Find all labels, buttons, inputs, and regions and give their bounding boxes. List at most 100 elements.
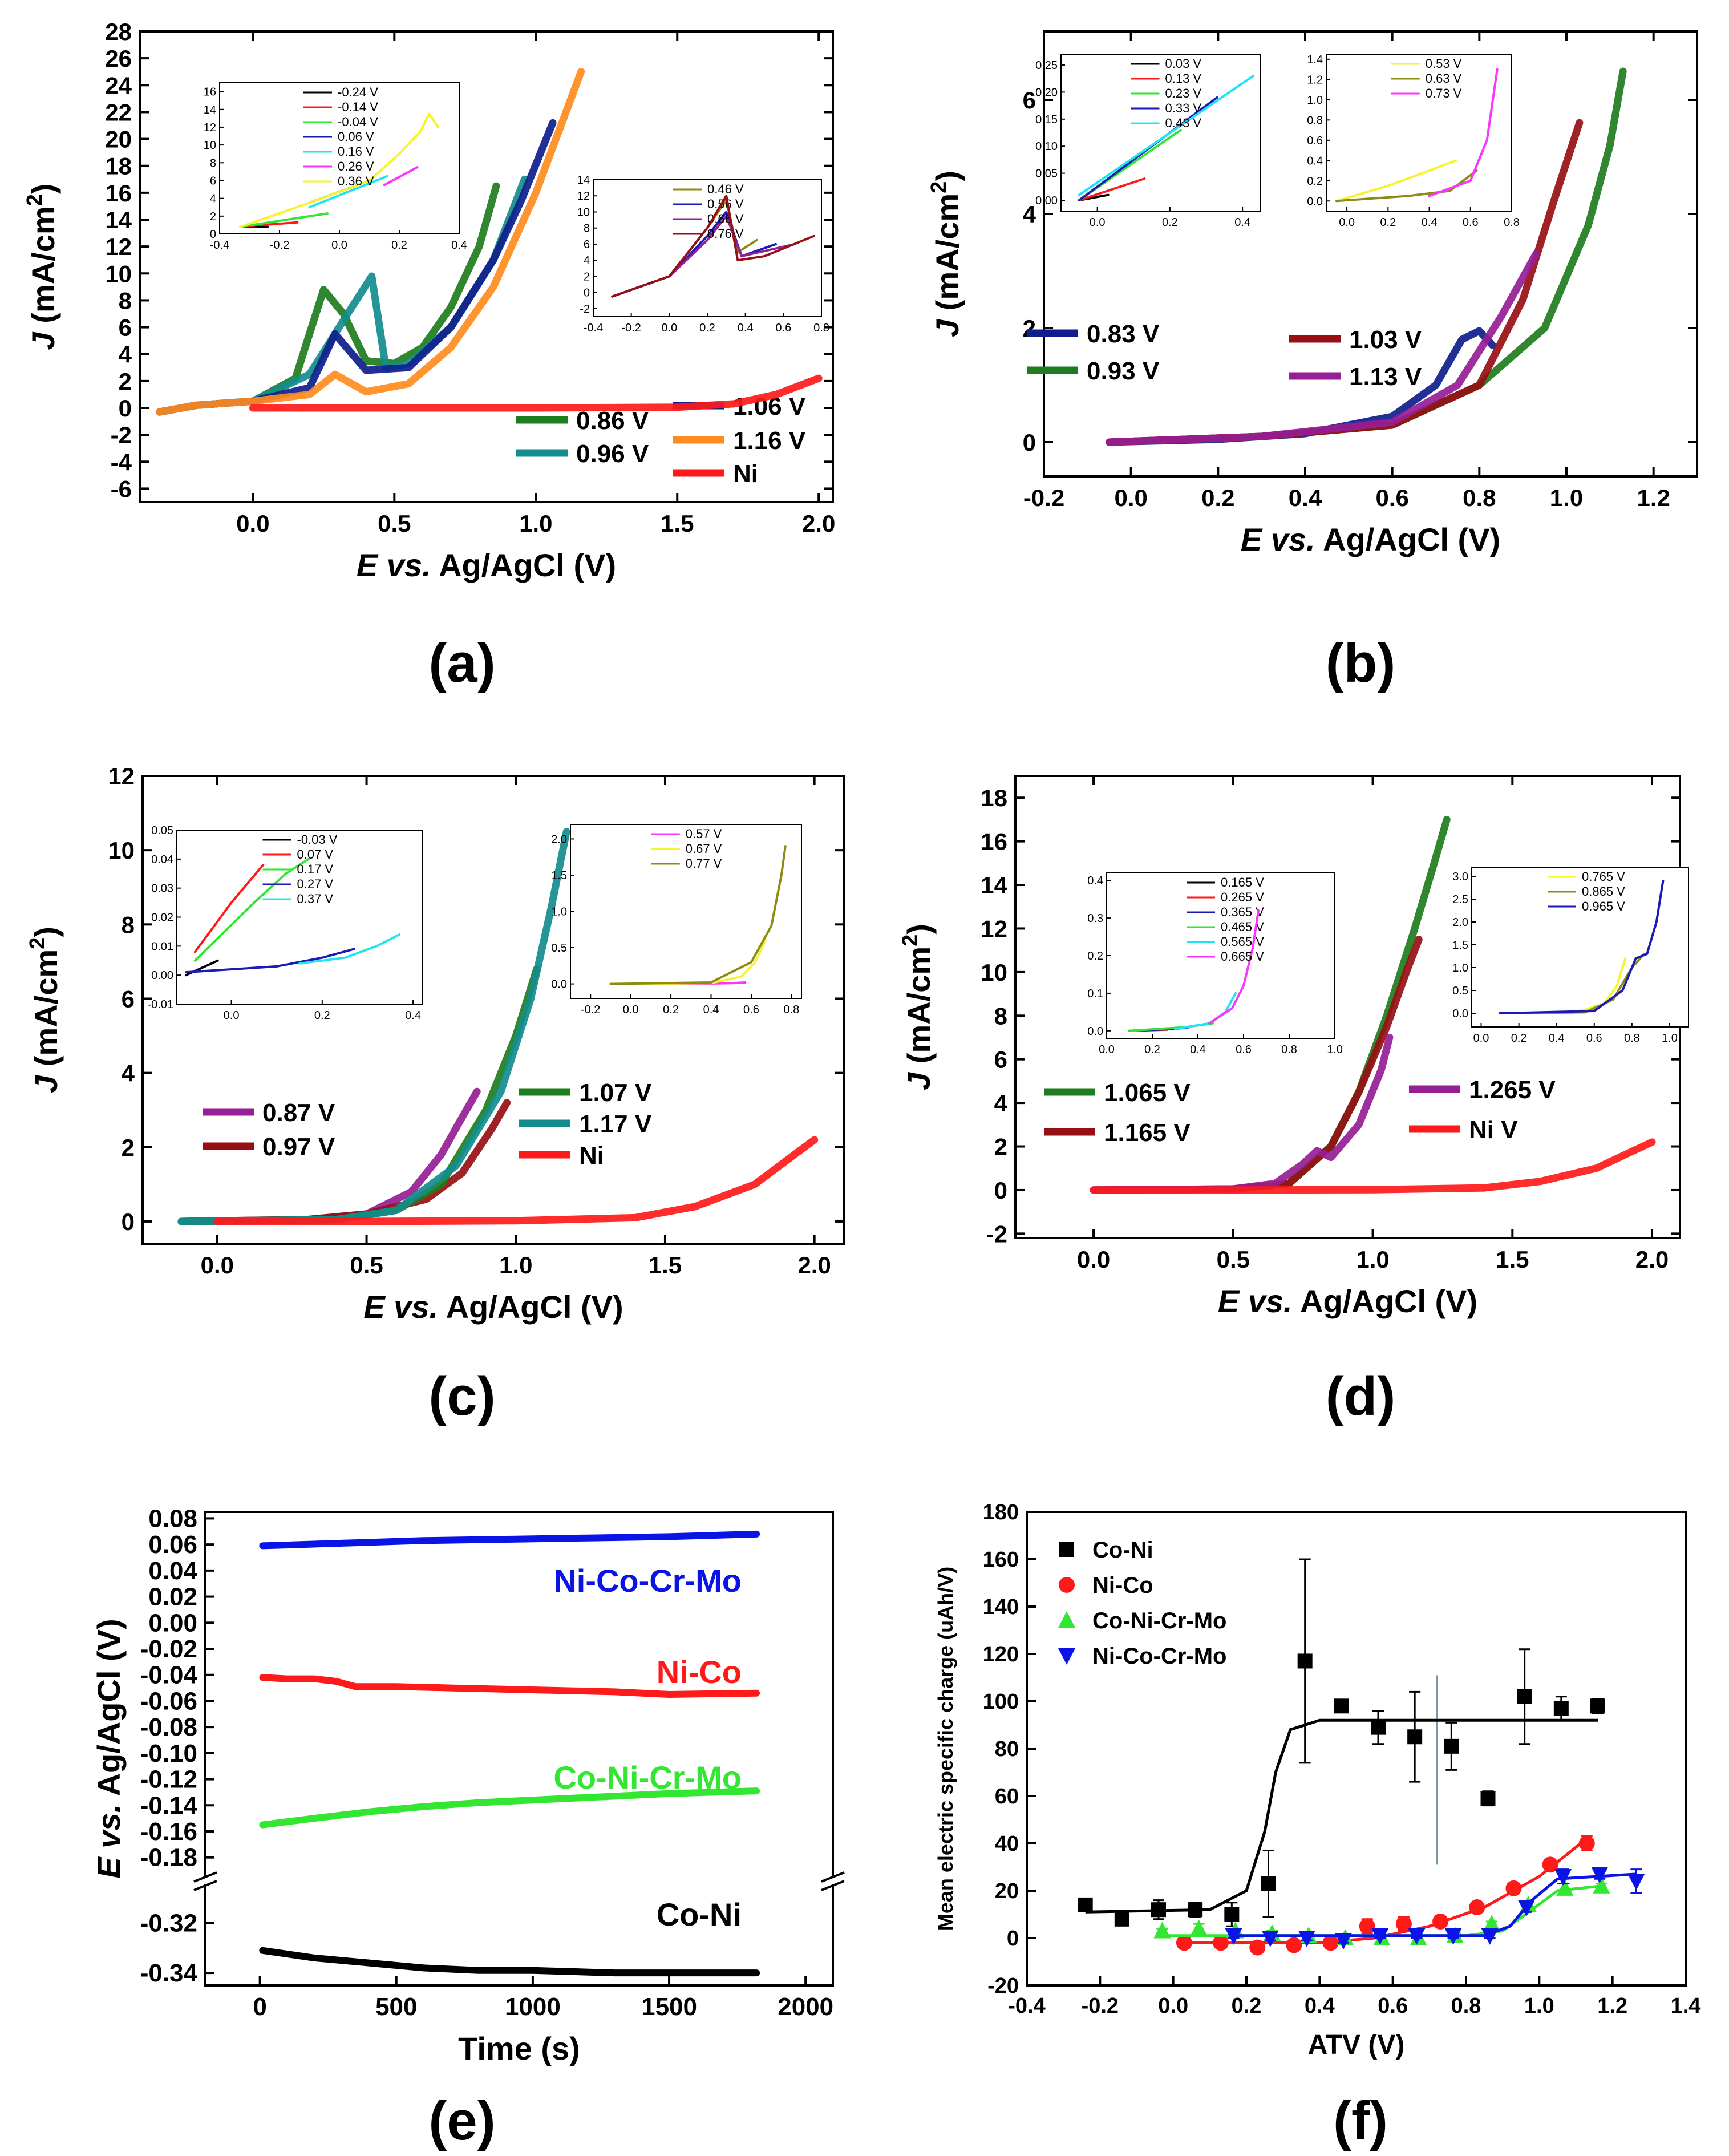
- panel-f-ytick-label: 140: [983, 1595, 1019, 1619]
- panel-a-xtick-label: 2.0: [802, 510, 835, 537]
- panel-a-inset-2-ytick-label: 14: [577, 174, 590, 187]
- panel-a-ytick-label: 0: [119, 395, 132, 422]
- panel-f-ytick-label: 120: [983, 1643, 1019, 1666]
- panel-d-inset-2-legend-label: 0.965 V: [1582, 899, 1625, 913]
- panel-a-inset-2-xtick-label: -0.4: [584, 322, 603, 334]
- panel-a-ylabel-italic: J: [25, 331, 61, 350]
- panel-b-xtick-label: 0.2: [1201, 484, 1234, 511]
- panel-b-inset-2-frame: [1326, 54, 1512, 212]
- panel-d-legend-label: 1.265 V: [1469, 1076, 1556, 1104]
- panel-d-ytick-label: 0: [994, 1177, 1007, 1204]
- panel-a-ytick-label: -4: [111, 448, 132, 475]
- panel-d-ytick-label: 12: [981, 915, 1007, 942]
- panel-e-xtick-label: 1000: [505, 1993, 561, 2021]
- panel-f-legend-marker: [1059, 1577, 1075, 1593]
- panel-b-inset-1-legend-label: 0.33 V: [1165, 101, 1202, 115]
- panel-d-label: (d): [1326, 1366, 1396, 1427]
- panel-c-legend-label: 1.17 V: [579, 1110, 652, 1138]
- panel-c-inset-1-legend-label: 0.37 V: [297, 892, 334, 906]
- panel-a-ytick-label: 26: [105, 45, 132, 72]
- panel-f-point: [1481, 1928, 1499, 1945]
- panel-f-xtick-label: 1.4: [1671, 1994, 1701, 2018]
- panel-a-ytick-label: 2: [119, 368, 132, 395]
- panel-f-ytick-label: 160: [983, 1548, 1019, 1572]
- panel-d-ylabel: J (mA/cm2): [898, 924, 937, 1090]
- panel-e-ytick-label: -0.16: [140, 1818, 197, 1846]
- panel-c-inset-2-xtick-label: 0.8: [783, 1004, 799, 1016]
- panel-b-series-line: [1106, 327, 1496, 446]
- panel-a-xtick-label: 1.0: [519, 510, 552, 537]
- panel-f-ytick-label: 20: [995, 1879, 1019, 1903]
- panel-e-series-line: [259, 1787, 760, 1829]
- panel-d-inset-2-ytick-label: 1.5: [1452, 939, 1468, 952]
- panel-c-ylabel-close: ): [28, 927, 64, 937]
- panel-e-break-gap: [821, 1878, 844, 1884]
- panel-a-label: (a): [428, 633, 495, 694]
- panel-b-inset-1-legend-label: 0.43 V: [1165, 116, 1202, 130]
- panel-a-series-line: [156, 68, 585, 416]
- panel-b-xlabel-vs: vs.: [1262, 521, 1315, 557]
- panel-e-ytick-label: -0.12: [140, 1766, 197, 1794]
- panel-a-inset-2-xtick-label: 0.6: [775, 322, 791, 334]
- panel-c-ylabel-sup: 2: [26, 937, 50, 949]
- panel-f-xtick-label: 0.0: [1158, 1994, 1188, 2018]
- panel-b-inset-2-ytick-label: 0.6: [1307, 135, 1323, 147]
- panel-b-xtick-label: 0.8: [1463, 484, 1496, 511]
- panel-f-point: [1335, 1933, 1353, 1950]
- panel-a-ytick-label: 16: [105, 180, 132, 207]
- panel-f-fit-line: [1085, 1718, 1598, 1914]
- panel-e-xtick-label: 500: [375, 1993, 417, 2021]
- panel-e-ylabel-rest: Ag/AgCl (V): [91, 1619, 127, 1804]
- panel-b-legend-label: 1.13 V: [1349, 363, 1422, 391]
- panel-a-inset-1-xtick-label: -0.2: [270, 239, 289, 252]
- panel-a-inset-1-series-line: [308, 175, 388, 209]
- panel-f: -0.4 -0.2 0.0 0.2 0.4 0.6 0.8 1.0 1.2 1.4 -20 0 20 40…: [934, 1500, 1700, 2151]
- panel-a-ytick-label: 10: [105, 260, 132, 287]
- panel-f-point: [1322, 1935, 1339, 1951]
- panel-d-ytick-label: -2: [986, 1220, 1007, 1247]
- panel-c-inset-1-series-line: [298, 933, 401, 965]
- panel-e-series-line: [259, 1674, 760, 1698]
- panel-c-inset-1-ytick-label: 0.04: [151, 853, 173, 866]
- panel-f-label: (f): [1333, 2090, 1388, 2151]
- panel-a-inset-1-ytick-label: 6: [210, 175, 216, 187]
- panel-c-ylabel-italic: J: [28, 1074, 64, 1093]
- panel-c-series-line: [177, 965, 541, 1225]
- panel-b-xtick-label: 0.0: [1114, 484, 1147, 511]
- panel-d-inset-2-ytick-label: 3.0: [1452, 871, 1468, 883]
- panel-f-fit-line: [1233, 1872, 1637, 1937]
- panel-c-inset-1-legend-label: 0.27 V: [297, 877, 334, 891]
- panel-d-ylabel-close: ): [901, 924, 937, 935]
- panel-a-inset-1-ytick-label: 8: [210, 157, 216, 169]
- panel-d: 0.0 0.5 1.0 1.5 2.0 -2 0 2 4 6 8 10 12 14 16 18 E vs. Ag…: [898, 775, 1689, 1427]
- panel-e-ylabel-italic: E: [91, 1856, 127, 1879]
- panel-a-inset-1-xtick-label: -0.4: [210, 239, 229, 252]
- panel-a-inset-1-legend-label: 0.16 V: [338, 144, 374, 159]
- panel-d-inset-1-legend-label: 0.165 V: [1221, 875, 1264, 889]
- panel-c-xtick-label: 0.5: [350, 1252, 383, 1279]
- panel-b-ytick-label: 2: [1023, 315, 1036, 342]
- panel-a-inset-1-legend-label: 0.36 V: [338, 174, 374, 188]
- panel-d-xtick-label: 0.5: [1217, 1246, 1250, 1273]
- panel-a-ytick-label: 6: [119, 314, 132, 341]
- panel-d-ylabel-rest: (mA/cm: [901, 946, 937, 1073]
- panel-a-ytick-label: 22: [105, 99, 132, 126]
- panel-d-legend-label: 1.065 V: [1104, 1079, 1191, 1107]
- panel-a-ytick-label: 4: [119, 341, 132, 368]
- panel-d-inset-1-xtick-label: 0.2: [1144, 1043, 1160, 1056]
- panel-b-inset-1-xtick-label: 0.4: [1234, 216, 1250, 229]
- panel-f-legend-label: Ni-Co-Cr-Mo: [1092, 1644, 1227, 1669]
- panel-b-legend-label: 0.93 V: [1087, 357, 1160, 385]
- panel-b-label: (b): [1326, 633, 1396, 694]
- panel-c-inset-2-ytick-label: 1.5: [551, 869, 567, 882]
- panel-d-ylabel-italic: J: [901, 1071, 937, 1090]
- panel-f-ytick-label: 0: [1007, 1927, 1019, 1951]
- panel-f-xlabel: ATV (V): [1308, 2030, 1405, 2060]
- panel-d-xlabel-italic: E: [1218, 1283, 1240, 1319]
- panel-f-point: [1480, 1791, 1496, 1806]
- panel-d-ytick-label: 18: [981, 784, 1007, 811]
- panel-d-legend-label: 1.165 V: [1104, 1119, 1191, 1147]
- panel-d-inset-1-legend-label: 0.265 V: [1221, 890, 1264, 904]
- panel-a-legend-label: 0.86 V: [576, 407, 649, 435]
- panel-f-point: [1517, 1900, 1535, 1917]
